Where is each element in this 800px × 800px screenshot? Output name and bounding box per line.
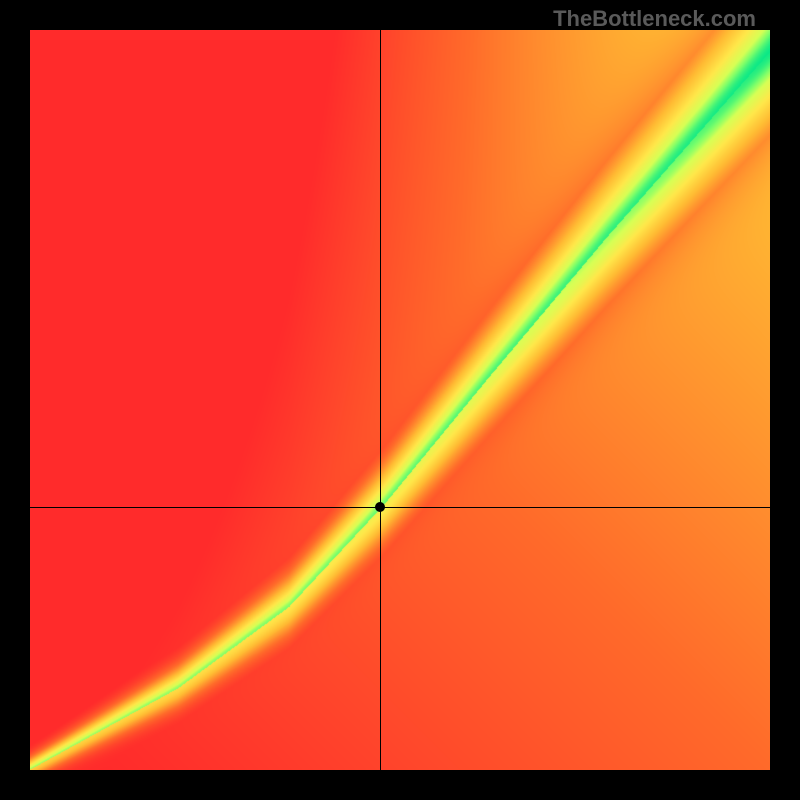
bottleneck-heatmap (30, 30, 770, 770)
crosshair-horizontal (30, 507, 770, 508)
crosshair-vertical (380, 30, 381, 770)
watermark-text: TheBottleneck.com (553, 6, 756, 32)
